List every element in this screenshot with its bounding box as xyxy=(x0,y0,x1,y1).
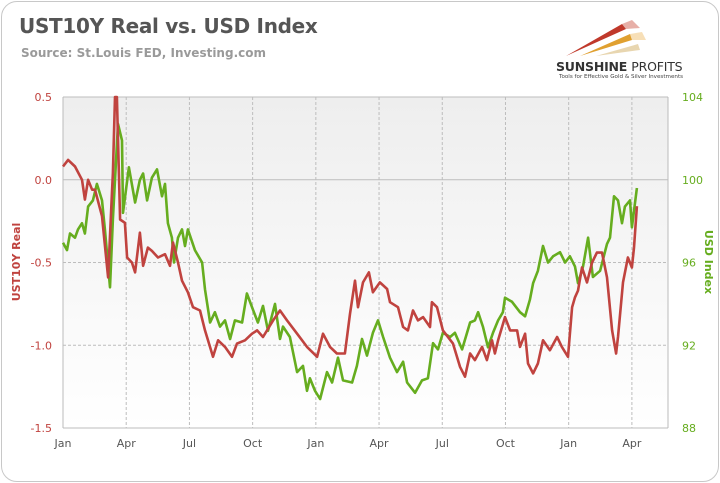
x-tick-label: Apr xyxy=(622,437,642,450)
right-tick-label: 96 xyxy=(682,257,696,270)
sun-rays-icon xyxy=(566,20,646,56)
logo-brand-bold: SUNSHINE xyxy=(556,59,628,74)
right-tick-label: 92 xyxy=(682,339,696,352)
chart-source: Source: St.Louis FED, Investing.com xyxy=(21,46,266,60)
x-tick-label: Oct xyxy=(496,437,516,450)
x-tick-label: Jul xyxy=(182,437,196,450)
series-layer xyxy=(61,95,639,401)
right-tick-label: 88 xyxy=(682,422,696,435)
right-tick-label: 104 xyxy=(682,91,703,104)
chart-title: UST10Y Real vs. USD Index xyxy=(19,14,318,38)
sunshine-profits-logo: SUNSHINE PROFITS Tools for Effective Gol… xyxy=(552,12,712,82)
left-tick-label: -0.5 xyxy=(31,257,52,270)
x-tick-label: Apr xyxy=(370,437,390,450)
grid xyxy=(62,96,669,429)
x-tick-label: Jan xyxy=(559,437,577,450)
usd-index-line xyxy=(61,122,639,401)
left-tick-label: -1.5 xyxy=(31,422,52,435)
right-tick-label: 100 xyxy=(682,174,703,187)
ust10y-real-line xyxy=(61,95,639,379)
x-tick-label: Apr xyxy=(117,437,137,450)
x-tick-label: Oct xyxy=(243,437,263,450)
right-axis-title: USD Index xyxy=(702,230,715,294)
left-axis-title: UST10Y Real xyxy=(10,223,23,302)
x-tick-label: Jul xyxy=(435,437,449,450)
logo-tagline: Tools for Effective Gold & Silver Invest… xyxy=(559,74,684,80)
logo-brand: SUNSHINE PROFITS xyxy=(556,59,683,74)
logo-brand-thin: PROFITS xyxy=(631,59,683,74)
left-tick-label: 0.5 xyxy=(35,91,53,104)
x-tick-label: Jan xyxy=(306,437,324,450)
axis-labels: 0.5 104 0.0 100 -0.5 96 -1.0 92 -1.5 88 Jan Apr Jul O… xyxy=(10,91,715,450)
left-tick-label: 0.0 xyxy=(35,174,53,187)
left-tick-label: -1.0 xyxy=(31,339,52,352)
x-tick-label: Jan xyxy=(54,437,72,450)
